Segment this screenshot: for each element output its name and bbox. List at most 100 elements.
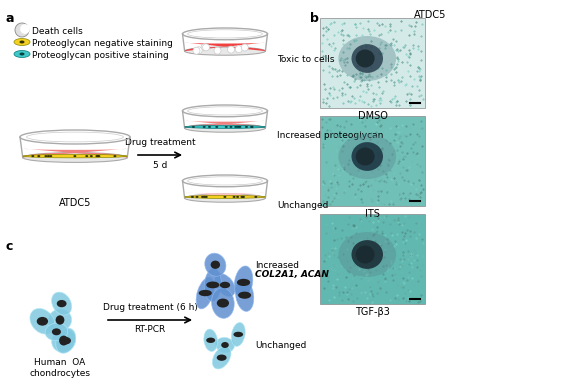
Circle shape: [193, 47, 200, 54]
Ellipse shape: [351, 240, 383, 269]
Circle shape: [20, 24, 30, 34]
Text: Human  OA
chondrocytes: Human OA chondrocytes: [30, 358, 90, 378]
Text: Increased proteoglycan: Increased proteoglycan: [277, 131, 383, 140]
Ellipse shape: [217, 299, 229, 308]
Text: Drug treatment: Drug treatment: [125, 138, 195, 147]
Text: Unchanged: Unchanged: [277, 201, 328, 210]
Text: Death cells: Death cells: [32, 27, 83, 36]
Text: Proteoglycan negative staining: Proteoglycan negative staining: [32, 38, 173, 47]
Circle shape: [195, 47, 202, 54]
Text: DMSO: DMSO: [357, 111, 387, 121]
Text: a: a: [5, 12, 13, 25]
Text: Unchanged: Unchanged: [255, 341, 306, 350]
Bar: [320, 18, 425, 108]
Circle shape: [227, 46, 234, 53]
Ellipse shape: [223, 196, 226, 198]
Bar: [320, 116, 425, 206]
Ellipse shape: [338, 36, 396, 81]
Ellipse shape: [204, 269, 222, 301]
Ellipse shape: [57, 300, 67, 307]
Ellipse shape: [241, 196, 244, 198]
Text: b: b: [310, 12, 319, 25]
Ellipse shape: [237, 126, 240, 128]
Ellipse shape: [195, 196, 198, 198]
Ellipse shape: [48, 309, 71, 331]
Ellipse shape: [234, 126, 237, 128]
Circle shape: [214, 47, 221, 54]
Ellipse shape: [14, 38, 30, 45]
Ellipse shape: [20, 52, 24, 56]
Text: RT-PCR: RT-PCR: [135, 325, 166, 334]
Ellipse shape: [237, 279, 250, 286]
Ellipse shape: [206, 337, 215, 343]
Ellipse shape: [23, 152, 127, 162]
Ellipse shape: [217, 355, 227, 361]
Ellipse shape: [85, 155, 88, 157]
Ellipse shape: [45, 323, 68, 341]
Ellipse shape: [202, 126, 206, 128]
Ellipse shape: [215, 126, 218, 128]
Text: Proteoglycan positive staining: Proteoglycan positive staining: [32, 50, 169, 59]
Text: COL2A1, ACAN: COL2A1, ACAN: [255, 271, 329, 280]
Ellipse shape: [208, 126, 211, 128]
Text: ITS: ITS: [365, 209, 380, 219]
Circle shape: [15, 23, 29, 37]
Ellipse shape: [184, 126, 266, 128]
Ellipse shape: [338, 134, 396, 179]
Ellipse shape: [356, 50, 375, 68]
Ellipse shape: [231, 323, 245, 346]
Text: TGF-β3: TGF-β3: [355, 307, 390, 317]
Ellipse shape: [90, 155, 93, 157]
Polygon shape: [184, 43, 266, 51]
Ellipse shape: [255, 196, 258, 198]
Text: 5 d: 5 d: [153, 161, 167, 170]
Ellipse shape: [97, 155, 100, 157]
Ellipse shape: [242, 196, 245, 198]
Ellipse shape: [52, 292, 72, 315]
Ellipse shape: [356, 246, 375, 264]
Ellipse shape: [45, 155, 48, 157]
Ellipse shape: [351, 44, 383, 73]
Ellipse shape: [199, 290, 212, 296]
Text: Toxic to cells: Toxic to cells: [277, 56, 335, 65]
Ellipse shape: [238, 292, 251, 299]
Circle shape: [235, 46, 242, 53]
Circle shape: [201, 44, 208, 51]
Ellipse shape: [230, 126, 233, 128]
Ellipse shape: [191, 196, 194, 198]
Ellipse shape: [60, 337, 71, 344]
Ellipse shape: [14, 50, 30, 57]
Ellipse shape: [234, 266, 253, 299]
Ellipse shape: [201, 196, 204, 198]
Ellipse shape: [196, 277, 215, 309]
Text: c: c: [5, 240, 12, 253]
Ellipse shape: [245, 126, 248, 128]
Ellipse shape: [47, 155, 50, 157]
Ellipse shape: [192, 126, 195, 128]
Ellipse shape: [235, 279, 254, 311]
Ellipse shape: [203, 196, 206, 198]
Ellipse shape: [233, 196, 235, 198]
Ellipse shape: [31, 155, 34, 157]
Ellipse shape: [59, 335, 68, 346]
Ellipse shape: [52, 329, 75, 352]
Ellipse shape: [184, 196, 266, 198]
Ellipse shape: [215, 274, 235, 296]
Ellipse shape: [216, 337, 234, 353]
Polygon shape: [184, 192, 266, 198]
Ellipse shape: [52, 328, 61, 335]
Ellipse shape: [37, 317, 48, 326]
Ellipse shape: [37, 155, 40, 157]
Ellipse shape: [206, 282, 219, 288]
Text: ATDC5: ATDC5: [414, 10, 446, 20]
Ellipse shape: [96, 155, 99, 157]
Ellipse shape: [184, 194, 266, 202]
Bar: [320, 214, 425, 304]
Circle shape: [241, 44, 248, 51]
Ellipse shape: [114, 155, 117, 157]
Ellipse shape: [30, 308, 55, 334]
Ellipse shape: [225, 126, 228, 128]
Ellipse shape: [204, 329, 218, 352]
Ellipse shape: [23, 154, 127, 158]
Ellipse shape: [241, 196, 244, 198]
